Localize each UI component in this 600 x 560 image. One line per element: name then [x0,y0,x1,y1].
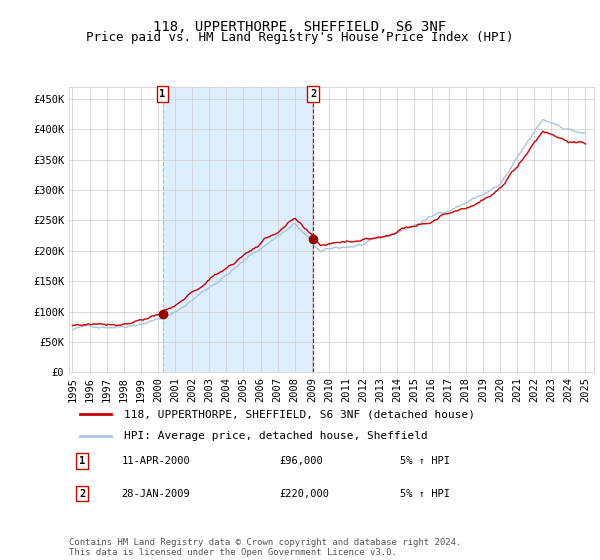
Text: HPI: Average price, detached house, Sheffield: HPI: Average price, detached house, Shef… [124,431,428,441]
Text: 118, UPPERTHORPE, SHEFFIELD, S6 3NF: 118, UPPERTHORPE, SHEFFIELD, S6 3NF [154,20,446,34]
Text: 118, UPPERTHORPE, SHEFFIELD, S6 3NF (detached house): 118, UPPERTHORPE, SHEFFIELD, S6 3NF (det… [124,409,475,419]
Text: Price paid vs. HM Land Registry's House Price Index (HPI): Price paid vs. HM Land Registry's House … [86,31,514,44]
Text: £96,000: £96,000 [279,456,323,466]
Text: 1: 1 [160,89,166,99]
Text: 1: 1 [79,456,85,466]
Text: £220,000: £220,000 [279,489,329,499]
Text: 28-JAN-2009: 28-JAN-2009 [121,489,190,499]
Text: Contains HM Land Registry data © Crown copyright and database right 2024.
This d: Contains HM Land Registry data © Crown c… [69,538,461,557]
Text: 2: 2 [310,89,316,99]
Text: 11-APR-2000: 11-APR-2000 [121,456,190,466]
Bar [163,87,313,372]
Text: 2: 2 [79,489,85,499]
Text: 5% ↑ HPI: 5% ↑ HPI [400,456,450,466]
Text: 5% ↑ HPI: 5% ↑ HPI [400,489,450,499]
